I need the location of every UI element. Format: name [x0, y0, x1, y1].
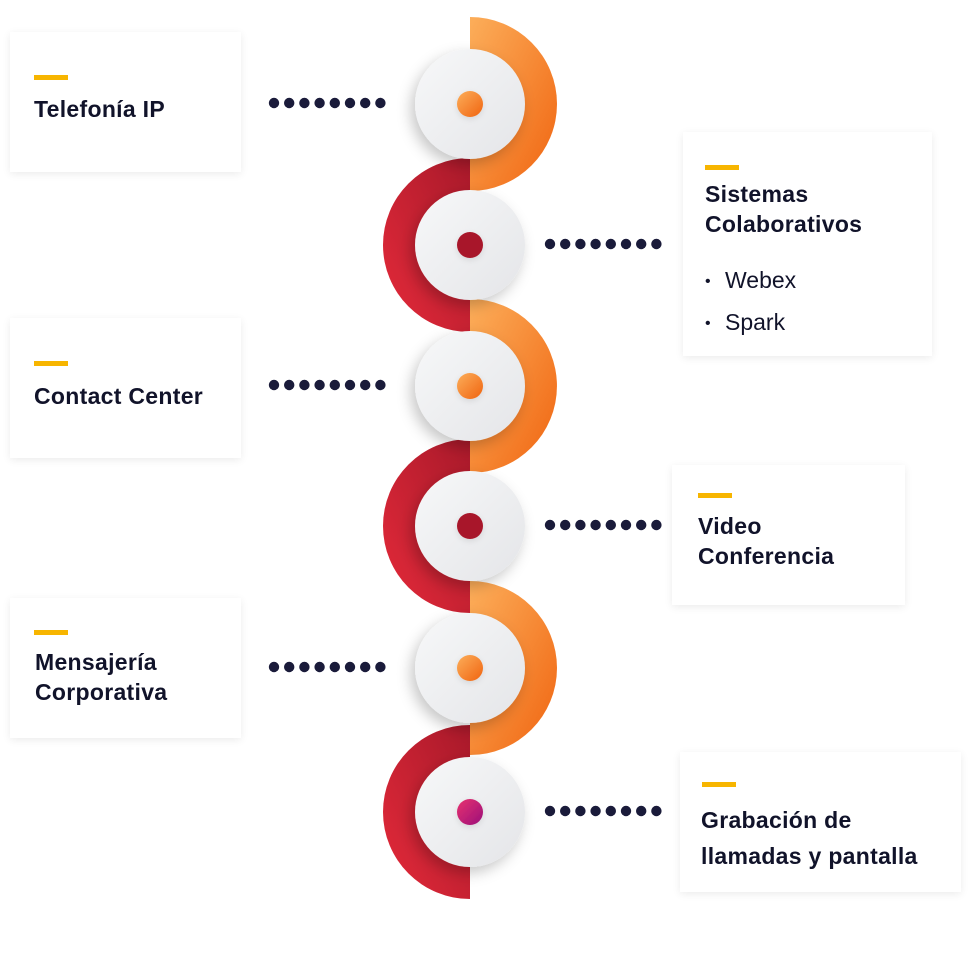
accent-bar	[698, 493, 732, 498]
connector-dot	[375, 97, 386, 109]
connector-dot	[560, 238, 571, 250]
accent-bar	[34, 361, 68, 366]
center-dot	[457, 373, 483, 399]
connector-dot	[268, 661, 280, 673]
connector-dot	[375, 661, 386, 673]
connector-dot	[590, 519, 601, 531]
connector-dot	[620, 238, 632, 250]
connector-dot	[284, 379, 295, 391]
connector-dot	[605, 805, 616, 817]
connector-dot	[575, 805, 586, 817]
connector-dot	[651, 805, 662, 817]
connector-dot	[560, 519, 571, 531]
card-grabacion: Grabación de llamadas y pantalla	[680, 752, 961, 892]
accent-bar	[34, 75, 68, 80]
bullet-list: Webex Spark	[705, 260, 796, 344]
bullet-item: Spark	[705, 302, 796, 344]
connector-dot	[544, 519, 556, 531]
connector-dot	[620, 519, 632, 531]
connector-dot	[314, 97, 325, 109]
connector-dot	[284, 661, 295, 673]
connector-dot	[360, 661, 371, 673]
connector-dot	[590, 238, 601, 250]
card-title: Video Conferencia	[698, 513, 835, 569]
connector-dot	[620, 805, 632, 817]
connector-dot	[344, 379, 356, 391]
connector-dot	[268, 97, 280, 109]
connector-dot	[636, 238, 647, 250]
connector-dot	[375, 379, 386, 391]
card-sistemas-colaborativos: Sistemas Colaborativos Webex Spark	[683, 132, 932, 356]
center-dot	[457, 513, 483, 539]
connector-dot	[344, 661, 356, 673]
connector-dot	[575, 519, 586, 531]
connector-dot	[299, 379, 310, 391]
connector-dot	[314, 379, 325, 391]
connector-dot	[344, 97, 356, 109]
connector-dot	[590, 805, 601, 817]
connector-dot	[560, 805, 571, 817]
connector-dot	[360, 97, 371, 109]
bullet-item: Webex	[705, 260, 796, 302]
card-video-conferencia: Video Conferencia	[672, 465, 905, 605]
card-telefonia-ip: Telefonía IP	[10, 32, 241, 172]
connector-dot	[605, 519, 616, 531]
connector-dot	[299, 661, 310, 673]
center-dot	[457, 799, 483, 825]
connector-dot	[636, 519, 647, 531]
connector-dot	[314, 661, 325, 673]
card-title: Contact Center	[34, 383, 204, 409]
card-title: Mensajería Corporativa	[35, 649, 168, 705]
connector-dot	[575, 238, 586, 250]
accent-bar	[34, 630, 68, 635]
connector-dot	[651, 519, 662, 531]
connector-dot	[284, 97, 295, 109]
center-dot	[457, 655, 483, 681]
connector-dot	[329, 379, 340, 391]
connector-dot	[329, 97, 340, 109]
connector-dot	[544, 805, 556, 817]
connector-dot	[299, 97, 310, 109]
accent-bar	[705, 165, 739, 170]
accent-bar	[702, 782, 736, 787]
connector-dot	[544, 238, 556, 250]
connector-dot	[329, 661, 340, 673]
card-title: Telefonía IP	[34, 96, 165, 122]
card-mensajeria-corporativa: Mensajería Corporativa	[10, 598, 241, 738]
connector-dot	[360, 379, 371, 391]
card-title: Sistemas Colaborativos	[705, 181, 863, 237]
connector-dot	[268, 379, 280, 391]
connector-dot	[605, 238, 616, 250]
center-dot	[457, 91, 483, 117]
connector-dot	[636, 805, 647, 817]
center-dot	[457, 232, 483, 258]
card-title: Grabación de llamadas y pantalla	[701, 807, 918, 869]
connector-dot	[651, 238, 662, 250]
card-contact-center: Contact Center	[10, 318, 241, 458]
